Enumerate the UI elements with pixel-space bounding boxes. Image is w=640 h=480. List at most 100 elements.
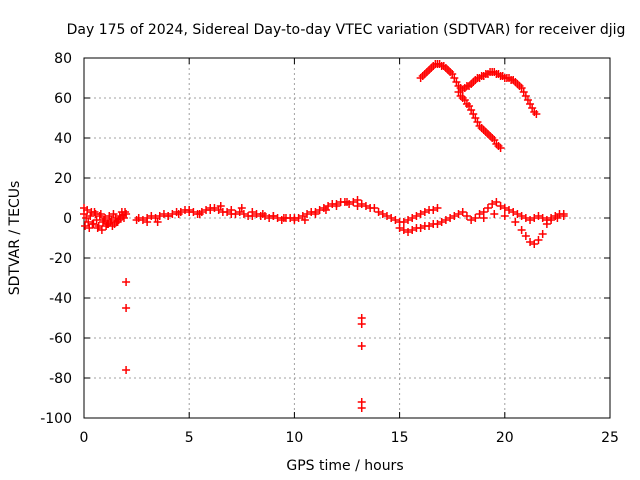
data-point xyxy=(416,210,425,218)
data-point xyxy=(532,110,541,118)
data-point xyxy=(458,208,467,216)
series-high-branch xyxy=(416,60,541,118)
data-point xyxy=(530,214,539,222)
data-point xyxy=(91,210,100,218)
data-point xyxy=(483,204,492,212)
data-point xyxy=(265,214,274,222)
data-point xyxy=(99,216,108,224)
data-point xyxy=(538,214,547,222)
data-point xyxy=(143,218,152,226)
data-point xyxy=(446,214,455,222)
data-point xyxy=(185,206,194,214)
data-point xyxy=(530,240,539,248)
y-axis-label: SDTVAR / TECUs xyxy=(7,181,23,296)
data-point xyxy=(361,202,370,210)
data-point xyxy=(159,210,168,218)
data-point xyxy=(496,144,505,152)
data-point xyxy=(542,220,551,228)
data-point xyxy=(357,320,366,328)
data-point xyxy=(110,220,119,228)
x-tick-label: 25 xyxy=(601,430,619,446)
data-point xyxy=(93,224,102,232)
data-point xyxy=(332,202,341,210)
series-baseline-early xyxy=(80,204,131,234)
data-point xyxy=(517,212,526,220)
data-point xyxy=(122,366,131,374)
data-point xyxy=(155,212,164,220)
data-point xyxy=(404,228,413,236)
chart-title: Day 175 of 2024, Sidereal Day-to-day VTE… xyxy=(67,22,626,38)
x-axis-label: GPS time / hours xyxy=(286,458,403,474)
data-point xyxy=(89,220,98,228)
data-point xyxy=(534,236,543,244)
data-point xyxy=(279,214,288,222)
y-tick-label: 0 xyxy=(63,211,72,227)
data-point xyxy=(429,206,438,214)
data-point xyxy=(433,220,442,228)
data-point xyxy=(391,216,400,224)
data-point xyxy=(399,226,408,234)
y-tick-label: -80 xyxy=(49,371,72,387)
data-point xyxy=(134,214,143,222)
x-tick-label: 15 xyxy=(391,430,409,446)
data-point xyxy=(475,210,484,218)
data-point xyxy=(492,198,501,206)
data-point xyxy=(500,212,509,220)
data-point xyxy=(416,224,425,232)
data-point xyxy=(534,212,543,220)
data-point xyxy=(408,226,417,234)
x-tick-label: 5 xyxy=(185,430,194,446)
data-point xyxy=(526,216,535,224)
data-point xyxy=(547,216,556,224)
data-point xyxy=(343,198,351,206)
y-tick-labels: -100 -80 -60 -40 -20 0 20 40 60 80 xyxy=(40,51,72,427)
series-descending-branch xyxy=(454,88,505,152)
data-point xyxy=(353,196,362,204)
data-point xyxy=(437,218,446,226)
data-point xyxy=(86,212,95,220)
data-point xyxy=(357,404,366,412)
y-tick-label: -60 xyxy=(49,331,72,347)
data-point xyxy=(195,210,204,218)
x-tick-label: 20 xyxy=(496,430,514,446)
x-tick-labels: 0 5 10 15 20 25 xyxy=(80,430,619,446)
data-point xyxy=(378,210,387,218)
x-tick-label: 10 xyxy=(285,430,303,446)
data-point xyxy=(420,208,429,216)
series-baseline-afternoon xyxy=(374,198,568,248)
data-point xyxy=(382,212,391,220)
data-point xyxy=(122,304,131,312)
data-point xyxy=(513,210,522,218)
data-point xyxy=(374,208,383,216)
data-point xyxy=(300,216,309,224)
y-tick-label: -20 xyxy=(49,251,72,267)
data-point xyxy=(441,216,450,224)
data-point xyxy=(511,218,520,226)
data-point xyxy=(147,212,156,220)
data-point xyxy=(114,216,123,224)
data-point xyxy=(97,226,106,234)
data-point xyxy=(517,226,526,234)
data-point xyxy=(237,204,246,212)
data-point xyxy=(408,214,417,222)
plot-frame xyxy=(83,57,611,419)
data-point xyxy=(490,210,499,218)
data-point xyxy=(231,210,240,218)
data-point xyxy=(227,206,236,214)
data-point xyxy=(467,216,476,224)
series-outliers xyxy=(122,278,366,412)
data-point xyxy=(357,342,366,350)
data-point xyxy=(505,206,514,214)
data-point xyxy=(488,200,497,208)
data-point xyxy=(303,210,312,218)
data-point xyxy=(248,208,257,216)
data-point xyxy=(526,238,535,246)
data-point xyxy=(153,218,162,226)
grid-lines xyxy=(84,58,610,418)
data-point xyxy=(500,204,509,212)
data-point xyxy=(425,222,434,230)
y-tick-label: 80 xyxy=(54,51,72,67)
data-point xyxy=(258,210,267,218)
y-tick-label: -100 xyxy=(40,411,72,427)
